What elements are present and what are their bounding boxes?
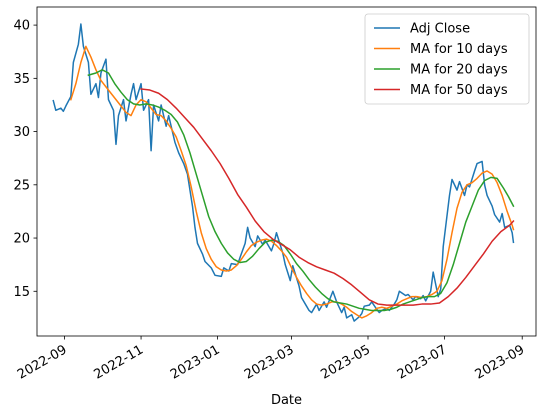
y-tick-label: 25 bbox=[13, 178, 30, 193]
legend-label: MA for 10 days bbox=[410, 42, 508, 57]
series-line-ma-for-50-days bbox=[140, 88, 515, 306]
x-axis-title: Date bbox=[271, 393, 302, 408]
legend-label: MA for 20 days bbox=[410, 63, 508, 78]
plot-area bbox=[52, 23, 515, 322]
y-tick-label: 30 bbox=[13, 125, 30, 140]
y-axis: 15 20 25 30 35 40 bbox=[13, 19, 37, 300]
legend-label: Adj Close bbox=[410, 22, 470, 37]
y-tick-label: 40 bbox=[13, 19, 30, 34]
series-line-ma-for-10-days bbox=[69, 45, 515, 319]
legend: Adj Close MA for 10 days MA for 20 days MA … bbox=[364, 13, 530, 105]
axes-frame bbox=[36, 6, 537, 337]
legend-label: MA for 50 days bbox=[410, 83, 508, 98]
y-tick-label: 20 bbox=[13, 232, 30, 247]
series-line-ma-for-20-days bbox=[87, 69, 515, 312]
y-tick-label: 35 bbox=[13, 72, 30, 87]
y-tick-label: 15 bbox=[13, 285, 30, 300]
legend-box bbox=[364, 13, 530, 105]
